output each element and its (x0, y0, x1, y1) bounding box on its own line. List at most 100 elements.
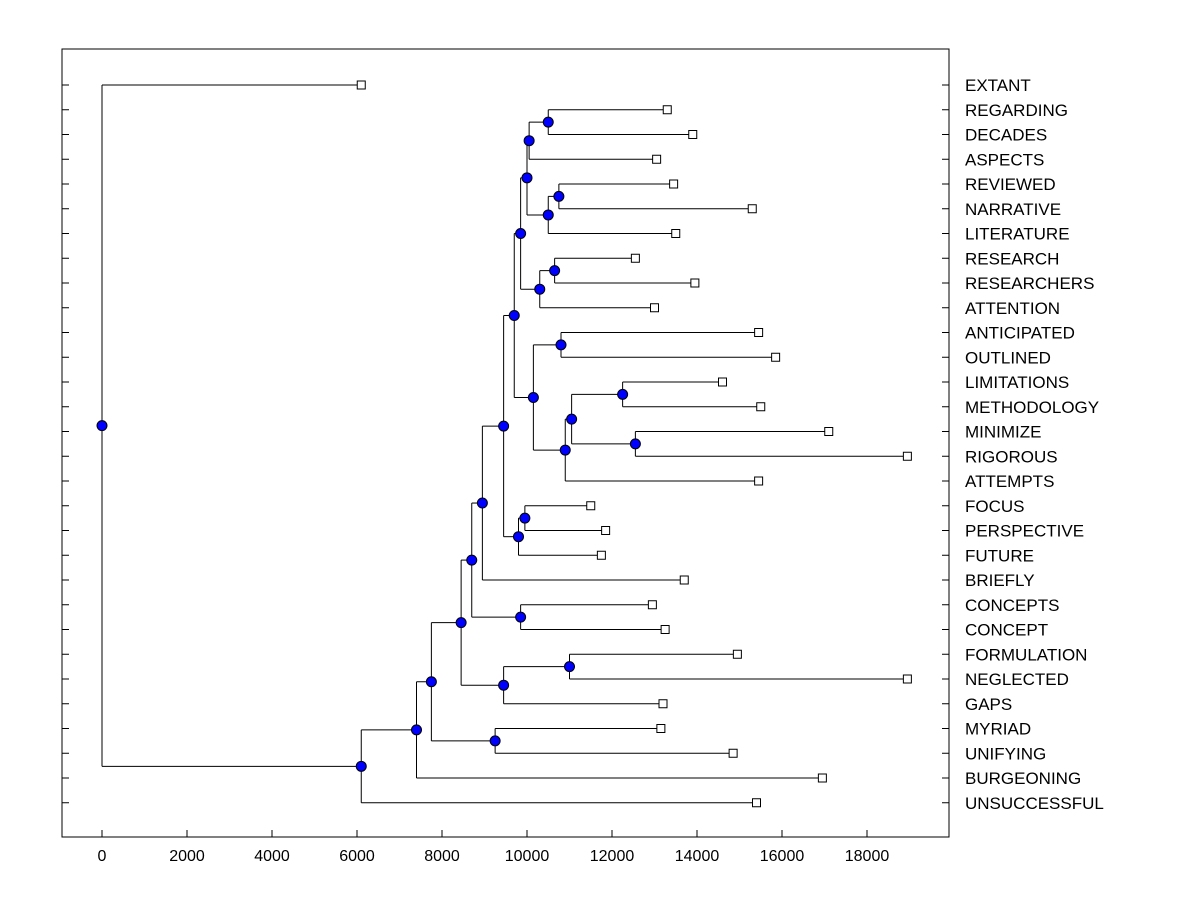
x-tick-label: 18000 (845, 848, 890, 865)
leaf-marker (747, 204, 757, 214)
merge-node (559, 444, 571, 456)
merge-node (466, 554, 478, 566)
leaf-marker (356, 80, 366, 90)
merge-node (476, 497, 488, 509)
x-tick-label: 12000 (590, 848, 635, 865)
merge-nodes (96, 116, 641, 772)
merge-node (519, 512, 531, 524)
leaf-marker (817, 773, 827, 783)
x-tick-label: 8000 (424, 848, 460, 865)
leaf-labels: EXTANT REGARDING DECADES ASPECTS REVIEWED NAR… (965, 76, 1104, 813)
leaf-marker (679, 575, 689, 585)
merge-node (425, 676, 437, 688)
merge-node (498, 420, 510, 432)
merge-node (617, 388, 629, 400)
merge-node (566, 413, 578, 425)
leaf-marker (650, 303, 659, 313)
leaf-label: NEGLECTED (965, 670, 1069, 689)
leaf-label: LIMITATIONS (965, 373, 1069, 392)
leaf-label: CONCEPTS (965, 596, 1059, 615)
leaf-label: FOCUS (965, 497, 1025, 516)
merge-node (553, 190, 565, 202)
leaf-label: PERSPECTIVE (965, 522, 1084, 541)
leaf-marker (596, 550, 606, 560)
leaf-label: RIGOROUS (965, 447, 1058, 466)
merge-node (564, 661, 575, 673)
merge-node (96, 420, 108, 432)
merge-node (542, 209, 554, 221)
leaf-label: MINIMIZE (965, 423, 1042, 442)
leaf-marker (656, 724, 666, 733)
leaf-label: METHODOLOGY (965, 398, 1099, 417)
merge-node (523, 135, 535, 147)
leaf-label: RESEARCH (965, 249, 1059, 268)
merge-node (513, 531, 524, 543)
x-tick-label: 2000 (169, 848, 205, 865)
leaf-marker (718, 377, 727, 387)
leaf-marker (728, 748, 738, 758)
leaf-marker (690, 278, 700, 288)
leaf-label: FUTURE (965, 546, 1034, 565)
leaf-marker (586, 501, 596, 511)
leaf-marker (601, 526, 611, 535)
leaf-label: REVIEWED (965, 175, 1056, 194)
leaf-marker (662, 105, 672, 115)
leaf-marker (902, 674, 912, 684)
x-axis: 0 2000 4000 6000 8000 10000 12000 14000 16000 180… (98, 830, 890, 865)
leaf-label: ATTENTION (965, 299, 1060, 318)
leaf-marker (824, 427, 834, 436)
plot-frame (61, 48, 950, 838)
merge-node (521, 172, 533, 184)
leaf-label: LITERATURE (965, 225, 1070, 244)
leaf-label: FORMULATION (965, 645, 1087, 664)
y-tick-marks (62, 84, 949, 804)
leaf-marker (669, 179, 679, 189)
merge-node (489, 735, 501, 747)
merge-node (629, 438, 641, 450)
x-tick-label: 10000 (505, 848, 550, 865)
merge-node (455, 617, 467, 629)
merge-node (411, 724, 422, 736)
merge-node (355, 760, 367, 772)
leaf-label: RESEARCHERS (965, 274, 1094, 293)
x-tick-label: 4000 (254, 848, 290, 865)
leaf-label: ANTICIPATED (965, 324, 1075, 343)
leaf-label: ATTEMPTS (965, 472, 1054, 491)
dendrogram-branches (101, 84, 908, 804)
leaf-label: EXTANT (965, 76, 1031, 95)
leaf-label: DECADES (965, 126, 1047, 145)
leaf-marker (647, 600, 657, 610)
leaf-label: NARRATIVE (965, 200, 1061, 219)
leaf-label: OUTLINED (965, 348, 1051, 367)
merge-node (534, 283, 546, 295)
leaf-marker (771, 352, 781, 362)
leaf-marker (752, 798, 761, 808)
leaf-label: GAPS (965, 695, 1012, 714)
leaf-label: UNSUCCESSFUL (965, 794, 1104, 813)
leaf-markers (356, 80, 912, 808)
x-tick-label: 14000 (675, 848, 720, 865)
leaf-label: CONCEPT (965, 621, 1048, 640)
merge-node (527, 391, 539, 403)
leaf-label: BRIEFLY (965, 571, 1035, 590)
leaf-label: REGARDING (965, 101, 1068, 120)
leaf-marker (754, 328, 764, 337)
leaf-marker (902, 451, 912, 461)
leaf-marker (658, 699, 668, 709)
leaf-marker (688, 130, 698, 139)
leaf-marker (671, 229, 681, 238)
merge-node (515, 611, 527, 623)
merge-node (515, 228, 527, 239)
merge-node (508, 309, 520, 321)
leaf-marker (732, 649, 742, 659)
merge-node (542, 116, 554, 128)
leaf-marker (660, 625, 670, 634)
x-tick-label: 16000 (760, 848, 805, 865)
merge-node (555, 339, 567, 351)
leaf-label: MYRIAD (965, 720, 1031, 739)
merge-node (498, 679, 510, 691)
x-tick-label: 0 (98, 848, 107, 865)
leaf-label: BURGEONING (965, 769, 1081, 788)
leaf-marker (630, 253, 640, 263)
